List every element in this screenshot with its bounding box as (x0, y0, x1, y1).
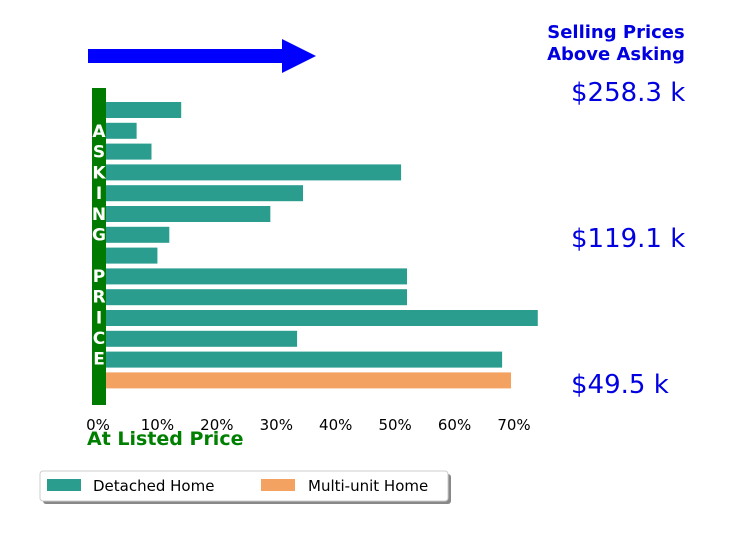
at-listed-price-label: At Listed Price (87, 428, 243, 450)
vertical-letter: R (92, 288, 105, 308)
vertical-letter: I (96, 308, 102, 328)
header-line-2: Above Asking (547, 44, 685, 65)
vertical-letter: G (92, 226, 106, 246)
bar-detached (106, 226, 170, 243)
bar-detached (106, 268, 408, 285)
legend: Detached Home Multi-unit Home (39, 470, 451, 504)
vertical-letter: C (93, 329, 105, 349)
arrow-head (282, 39, 316, 73)
bar-detached (106, 310, 538, 326)
bar-multi-unit (106, 372, 512, 389)
vertical-letter: K (92, 163, 106, 183)
bars (106, 102, 538, 389)
bar-detached (106, 247, 158, 264)
arrow-shaft (88, 49, 284, 63)
bar-detached (106, 143, 152, 160)
x-tick-label: 0% (86, 416, 110, 434)
header-line-1: Selling Prices (547, 22, 684, 43)
asking-price-axis-band (92, 88, 106, 405)
bar-detached (106, 351, 503, 368)
x-tick-label: 60% (438, 416, 471, 434)
legend-box (39, 470, 449, 502)
bar-detached (106, 102, 182, 118)
price-label-middle: $119.1 k (571, 224, 685, 254)
bar-detached (106, 330, 298, 347)
x-tick-labels: 0% 10% 20% 30% 40% 50% 60% 70% (86, 416, 531, 434)
bar-detached (106, 164, 402, 181)
legend-swatch-detached (47, 479, 81, 491)
vertical-letter: I (96, 184, 102, 204)
x-tick-label: 10% (141, 416, 174, 434)
bar-detached (106, 206, 271, 222)
right-arrow-icon (88, 39, 316, 73)
x-tick-label: 50% (378, 416, 411, 434)
price-label-bottom: $49.5 k (571, 370, 669, 400)
vertical-letter: S (93, 143, 105, 163)
legend-label-multi: Multi-unit Home (308, 477, 428, 495)
vertical-letter: E (93, 350, 105, 370)
legend-label-detached: Detached Home (93, 477, 214, 495)
bar-detached (106, 289, 408, 306)
vertical-letter: P (93, 267, 105, 287)
x-tick-label: 30% (260, 416, 293, 434)
price-label-top: $258.3 k (571, 78, 685, 108)
vertical-letter: N (92, 205, 106, 225)
bar-detached (106, 122, 137, 139)
vertical-letter: A (92, 122, 106, 142)
bar-detached (106, 185, 304, 202)
legend-swatch-multi (261, 479, 295, 491)
x-tick-label: 40% (319, 416, 352, 434)
x-tick-label: 20% (200, 416, 233, 434)
x-tick-label: 70% (497, 416, 530, 434)
